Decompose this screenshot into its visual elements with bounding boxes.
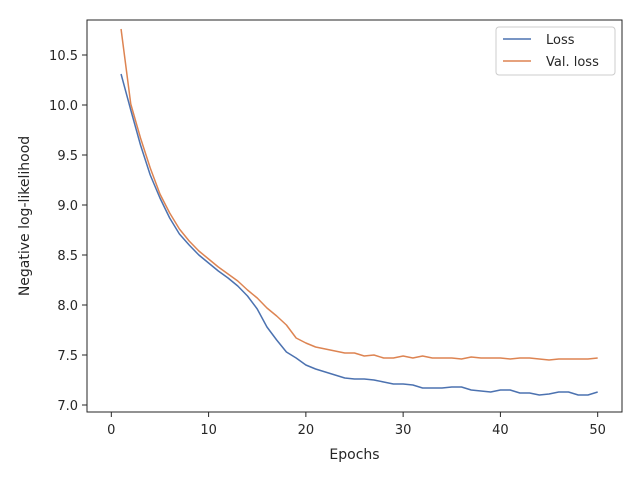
legend-label-loss: Loss <box>546 33 575 48</box>
plot-frame <box>86 19 623 413</box>
y-tick-label: 8.5 <box>57 249 78 264</box>
legend: Loss Val. loss <box>495 26 616 76</box>
y-tick-label: 10.0 <box>49 99 78 114</box>
legend-label-val-loss: Val. loss <box>546 55 599 70</box>
y-tick-label: 9.0 <box>57 199 78 214</box>
series-layer <box>120 28 598 396</box>
series-line-val-loss <box>120 28 598 361</box>
y-axis-label: Negative log-likelihood <box>17 136 33 296</box>
x-tick-label: 30 <box>395 423 412 438</box>
y-tick-label: 9.5 <box>57 149 78 164</box>
x-tick-label: 0 <box>107 423 115 438</box>
x-tick-label: 40 <box>492 423 509 438</box>
series-line-loss <box>120 73 598 396</box>
y-tick-label: 10.5 <box>49 49 78 64</box>
y-tick-label: 7.5 <box>57 349 78 364</box>
y-tick-label: 7.0 <box>57 399 78 414</box>
x-tick-label: 50 <box>589 423 606 438</box>
x-axis-ticks: 0 10 20 30 40 50 <box>107 412 606 438</box>
x-tick-label: 10 <box>200 423 217 438</box>
x-tick-label: 20 <box>298 423 315 438</box>
x-axis-label: Epochs <box>329 447 379 463</box>
y-axis-ticks: 7.0 7.5 8.0 8.5 9.0 9.5 10.0 10.5 <box>49 49 87 414</box>
y-tick-label: 8.0 <box>57 299 78 314</box>
